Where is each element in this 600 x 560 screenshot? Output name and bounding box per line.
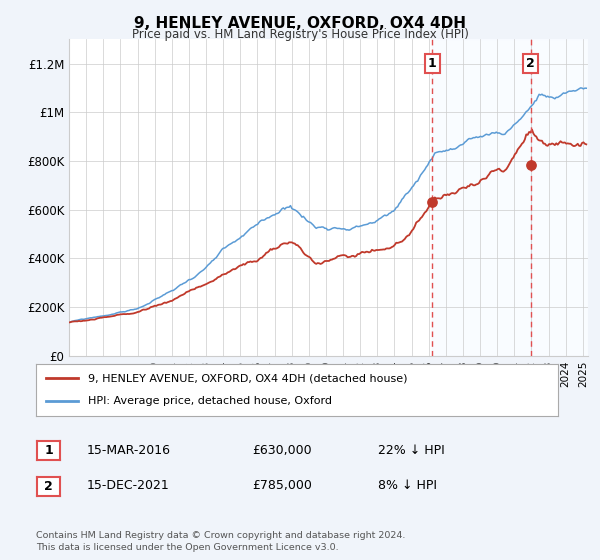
Text: 15-MAR-2016: 15-MAR-2016 bbox=[87, 444, 171, 457]
Text: 15-DEC-2021: 15-DEC-2021 bbox=[87, 479, 170, 492]
Text: 8% ↓ HPI: 8% ↓ HPI bbox=[378, 479, 437, 492]
Point bbox=[428, 198, 437, 207]
Text: 9, HENLEY AVENUE, OXFORD, OX4 4DH (detached house): 9, HENLEY AVENUE, OXFORD, OX4 4DH (detac… bbox=[88, 374, 408, 384]
Point bbox=[526, 160, 536, 169]
Text: £785,000: £785,000 bbox=[252, 479, 312, 492]
Text: 2: 2 bbox=[526, 57, 535, 70]
Bar bbox=[531, 39, 588, 356]
Text: 1: 1 bbox=[428, 57, 437, 70]
Bar bbox=[433, 39, 531, 356]
Text: 22% ↓ HPI: 22% ↓ HPI bbox=[378, 444, 445, 457]
Text: £630,000: £630,000 bbox=[252, 444, 311, 457]
Text: Price paid vs. HM Land Registry's House Price Index (HPI): Price paid vs. HM Land Registry's House … bbox=[131, 28, 469, 41]
Text: 2: 2 bbox=[44, 479, 53, 493]
Text: Contains HM Land Registry data © Crown copyright and database right 2024.
This d: Contains HM Land Registry data © Crown c… bbox=[36, 531, 406, 552]
Text: 9, HENLEY AVENUE, OXFORD, OX4 4DH: 9, HENLEY AVENUE, OXFORD, OX4 4DH bbox=[134, 16, 466, 31]
Text: HPI: Average price, detached house, Oxford: HPI: Average price, detached house, Oxfo… bbox=[88, 396, 332, 406]
Text: 1: 1 bbox=[44, 444, 53, 458]
